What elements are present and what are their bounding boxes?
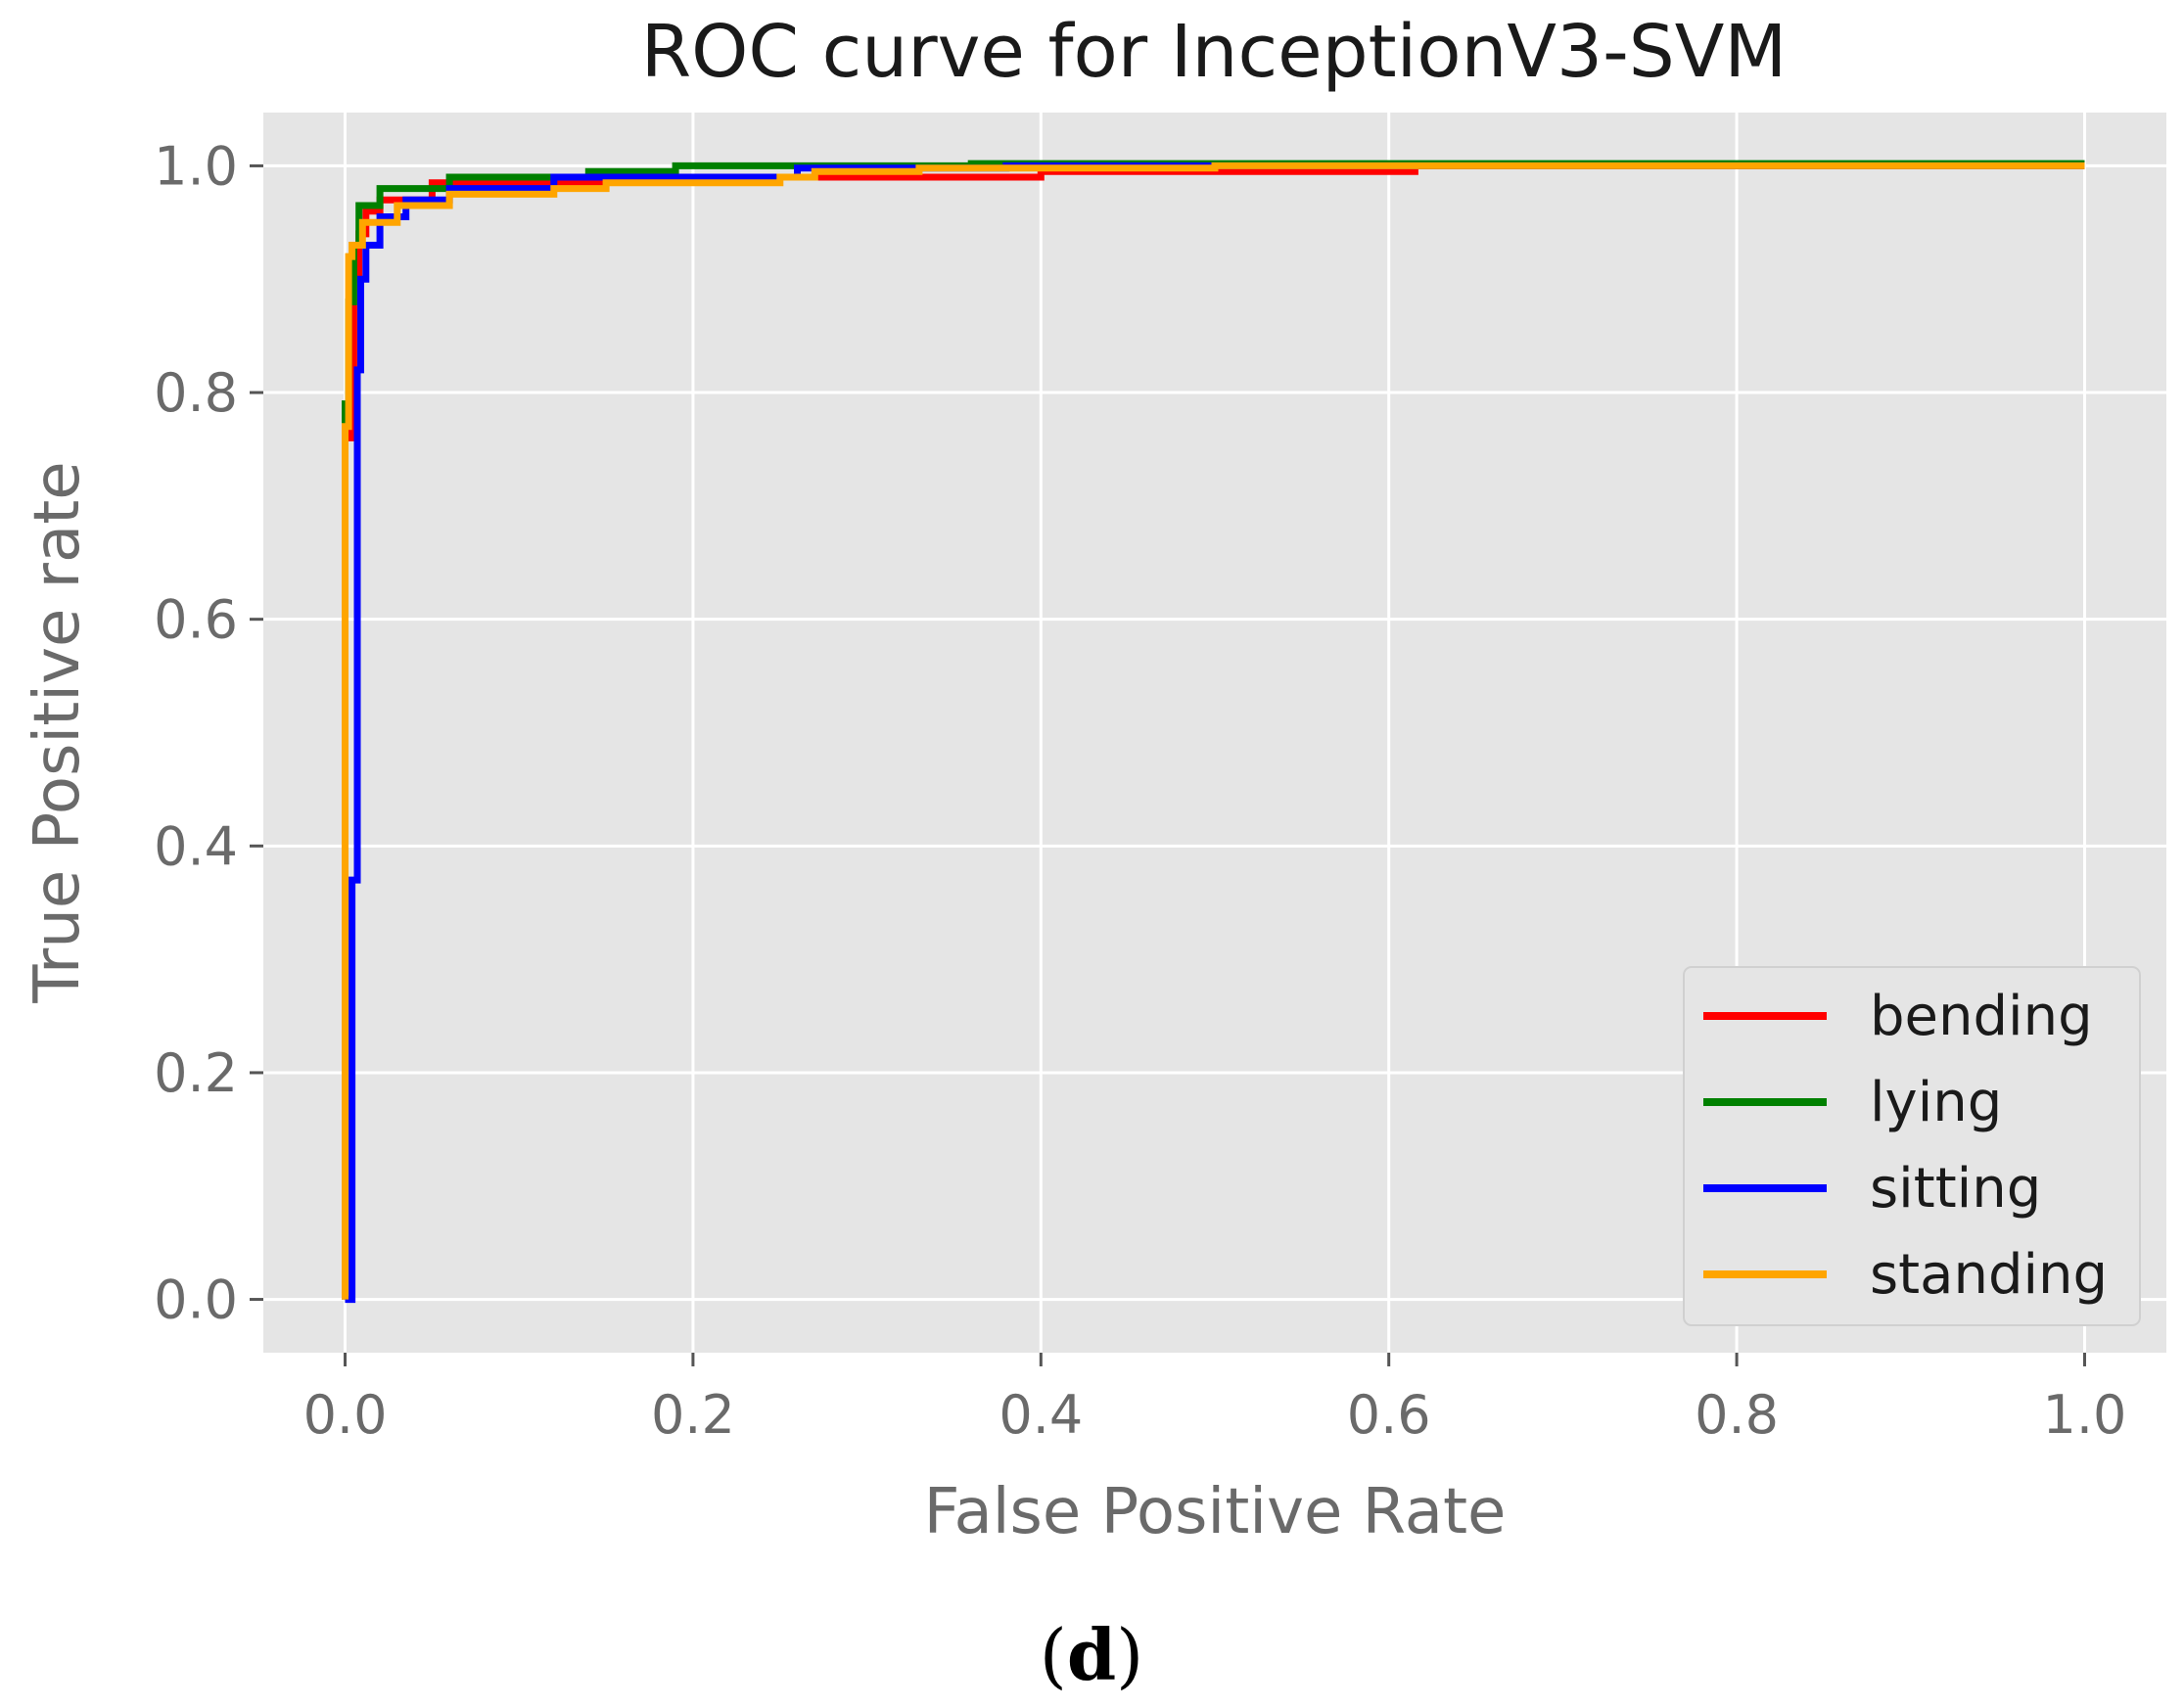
x-tick-label: 0.4: [999, 1384, 1083, 1446]
y-tick-label: 0.0: [154, 1269, 238, 1331]
legend-label-sitting: sitting: [1870, 1157, 2041, 1221]
legend-label-standing: standing: [1870, 1243, 2108, 1307]
caption-open-paren: (: [1040, 1614, 1067, 1696]
figure-caption: (d): [1040, 1613, 1144, 1696]
series-lines: [342, 160, 2085, 1304]
x-tick-label: 0.6: [1347, 1384, 1431, 1446]
x-tick-label: 1.0: [2043, 1384, 2127, 1446]
series-line-bending: [342, 161, 2085, 1300]
caption-close-paren: ): [1116, 1614, 1143, 1696]
axis-ticks: 0.0 0.2 0.4 0.6 0.8 1.0 0.0 0.2 0.4 0.6 0.8 1.0: [154, 135, 2126, 1446]
series-line-sitting: [345, 161, 2085, 1304]
y-tick-label: 0.6: [154, 589, 238, 651]
legend-label-bending: bending: [1870, 985, 2093, 1048]
y-tick-label: 0.8: [154, 362, 238, 424]
y-tick-label: 0.2: [154, 1042, 238, 1104]
y-axis-label: True Positive rate: [22, 461, 94, 1003]
x-axis-label: False Positive Rate: [924, 1476, 1507, 1548]
legend-box: [1683, 966, 2141, 1326]
x-tick-label: 0.2: [651, 1384, 735, 1446]
caption-letter: d: [1067, 1613, 1116, 1696]
legend: bending lying sitting standing: [1683, 966, 2141, 1326]
chart-title: ROC curve for InceptionV3-SVM: [641, 10, 1788, 94]
legend-label-lying: lying: [1870, 1071, 2002, 1134]
y-tick-label: 1.0: [154, 135, 238, 197]
series-line-standing: [342, 161, 2085, 1300]
y-tick-label: 0.4: [154, 815, 238, 877]
x-tick-label: 0.0: [303, 1384, 388, 1446]
grid-lines: [263, 113, 2166, 1353]
legend-items: bending lying sitting standing: [1703, 985, 2108, 1307]
x-tick-label: 0.8: [1695, 1384, 1779, 1446]
